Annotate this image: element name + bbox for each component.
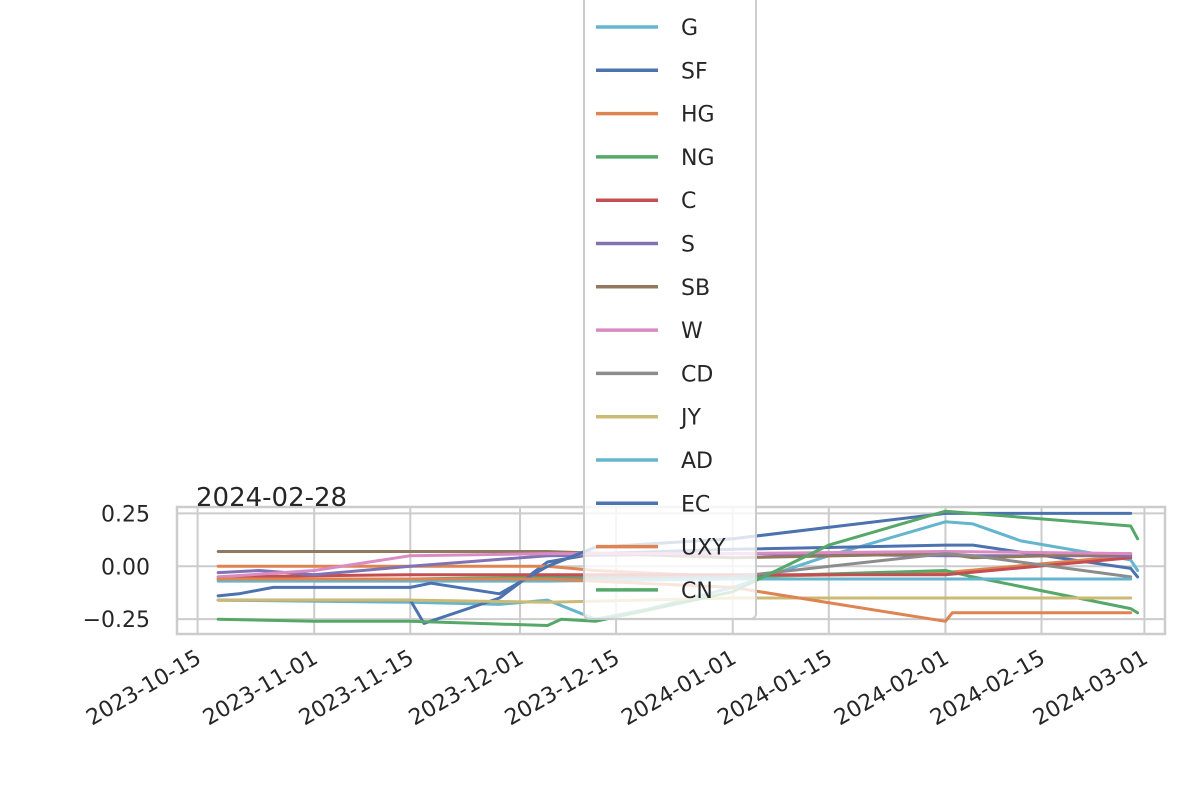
y-tick-label: 0.25 xyxy=(101,502,150,527)
legend-label: W xyxy=(681,319,703,344)
legend-label: CD xyxy=(681,362,713,387)
legend-label: NG xyxy=(681,146,715,171)
series-line-ec xyxy=(216,511,1133,598)
legend-label: AD xyxy=(681,449,713,474)
y-tick-label: −0.25 xyxy=(83,608,150,633)
legend-label: S xyxy=(681,233,695,258)
legend-label: EC xyxy=(681,492,710,517)
legend-label: JY xyxy=(679,406,701,431)
legend-label: UXY xyxy=(681,536,726,561)
legend-label: C xyxy=(681,189,696,214)
legend-label: G xyxy=(681,16,698,41)
legend-label: HG xyxy=(681,103,715,128)
legend: G SF HG NG CS SB W CD JY AD EC UXY CN xyxy=(583,0,757,620)
chart-title: 2024-02-28 xyxy=(196,483,347,513)
legend-label: SB xyxy=(681,276,710,301)
series-line-w xyxy=(216,550,1133,579)
y-axis-ticks: 0.25 0.00 −0.25 xyxy=(83,502,150,633)
legend-label: SF xyxy=(681,59,708,84)
legend-box xyxy=(583,0,757,620)
y-tick-label: 0.00 xyxy=(101,555,150,580)
legend-label: CN xyxy=(681,579,713,604)
